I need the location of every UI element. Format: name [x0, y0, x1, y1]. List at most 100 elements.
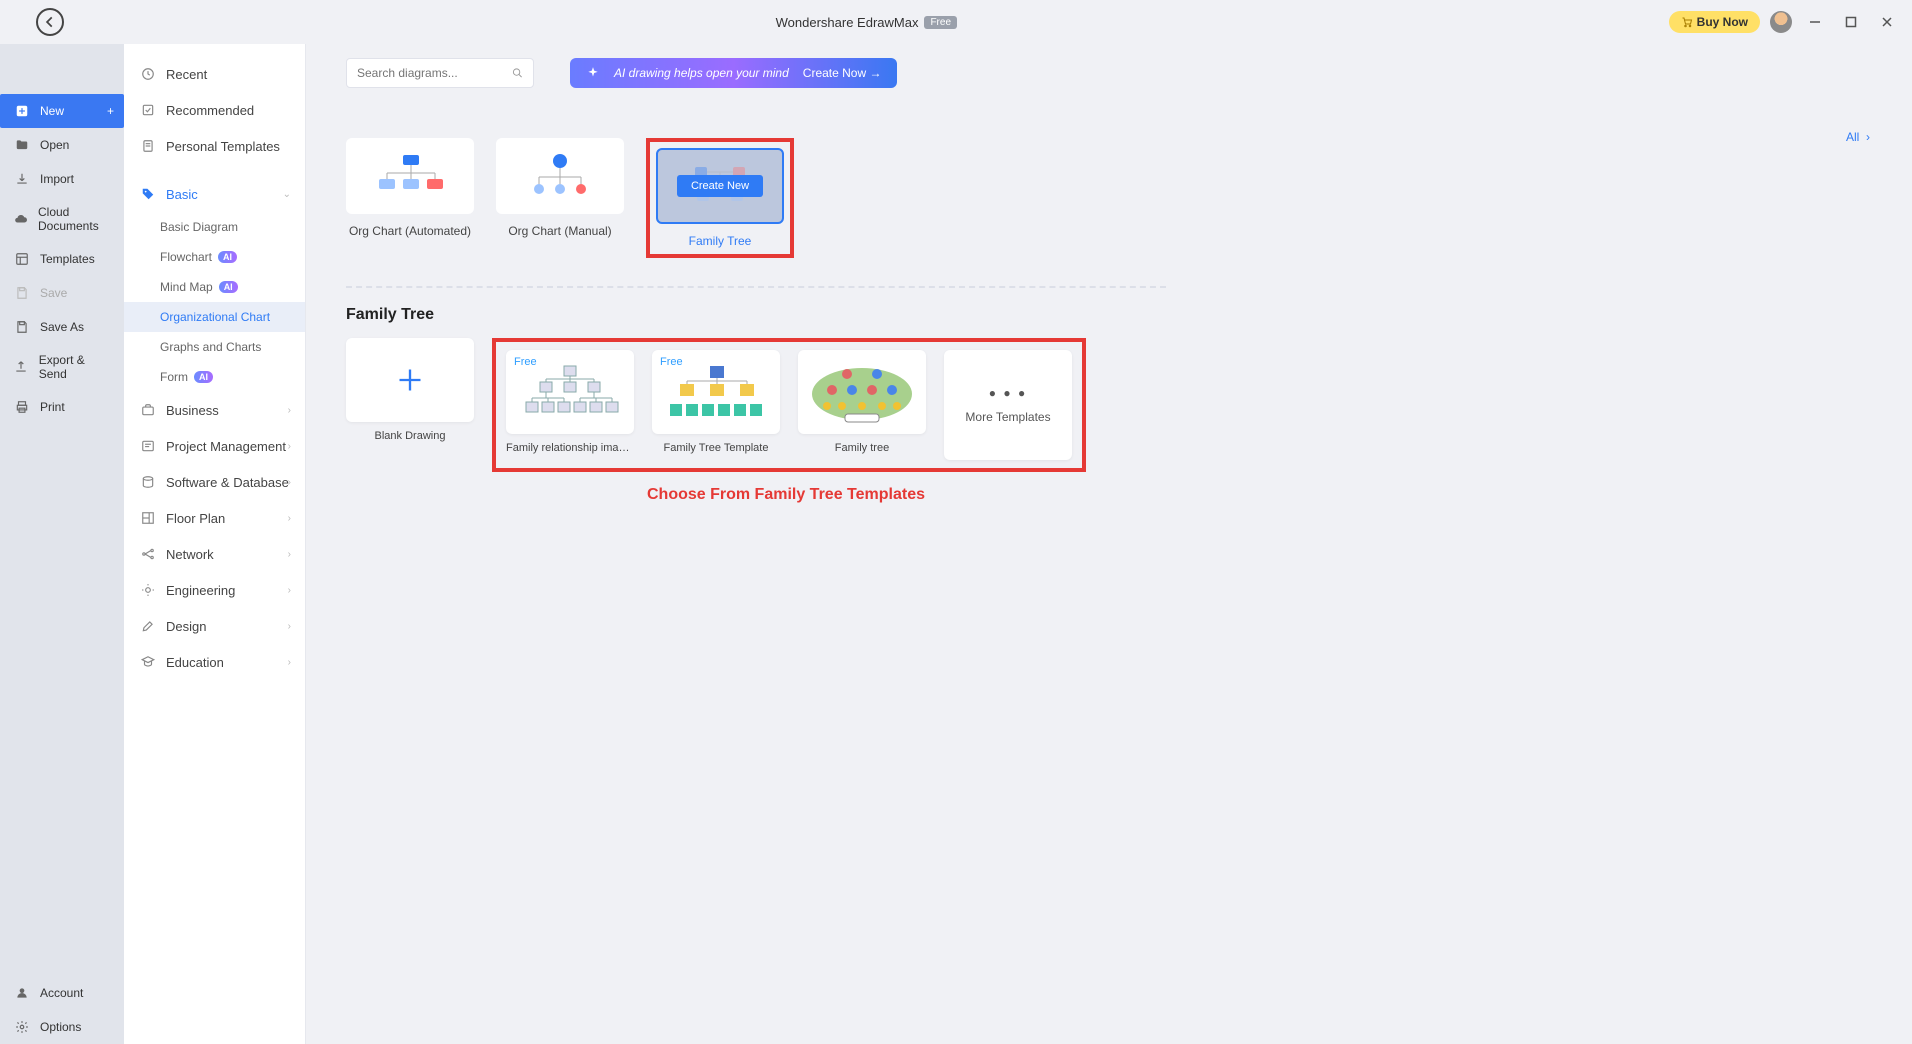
- ai-badge: AI: [218, 251, 237, 263]
- type-thumb: [496, 138, 624, 214]
- nav-label: Basic: [166, 187, 198, 202]
- nav-recommended[interactable]: Recommended: [124, 92, 305, 128]
- sidebar-item-save-as[interactable]: Save As: [0, 310, 124, 344]
- close-button[interactable]: [1874, 9, 1900, 35]
- chevron-right-icon: ›: [288, 657, 291, 668]
- all-link[interactable]: All ›: [1846, 130, 1870, 144]
- type-label: Org Chart (Manual): [496, 224, 624, 238]
- buy-now-button[interactable]: Buy Now: [1669, 11, 1760, 33]
- type-label: Family Tree: [656, 234, 784, 248]
- search-box[interactable]: [346, 58, 534, 88]
- separator: [346, 286, 1166, 288]
- sidebar-item-account[interactable]: Account: [0, 976, 124, 1010]
- nav-sub-mindmap[interactable]: Mind MapAI: [124, 272, 305, 302]
- highlight-annotation: Create New Family Tree: [646, 138, 794, 258]
- app-title: Wondershare EdrawMax: [776, 15, 919, 30]
- doc-icon: [140, 138, 156, 154]
- network-icon: [140, 546, 156, 562]
- database-icon: [140, 474, 156, 490]
- type-org-chart-automated[interactable]: Org Chart (Automated): [346, 138, 474, 258]
- chevron-right-icon: ›: [288, 585, 291, 596]
- nav-engineering[interactable]: Engineering›: [124, 572, 305, 608]
- ai-badge: AI: [219, 281, 238, 293]
- template-blank[interactable]: Blank Drawing: [346, 338, 474, 442]
- sidebar-item-options[interactable]: Options: [0, 1010, 124, 1044]
- sidebar-label: Account: [40, 986, 83, 1000]
- nav-personal-templates[interactable]: Personal Templates: [124, 128, 305, 164]
- maximize-button[interactable]: [1838, 9, 1864, 35]
- nav-education[interactable]: Education›: [124, 644, 305, 680]
- search-input[interactable]: [357, 66, 512, 80]
- more-templates[interactable]: ● ● ● More Templates: [944, 350, 1072, 460]
- sidebar-label: Options: [40, 1020, 81, 1034]
- nav-label: Recommended: [166, 103, 254, 118]
- highlight-annotation-templates: Free Family relationship image ... Free …: [492, 338, 1086, 472]
- nav-basic[interactable]: Basic ⌄: [124, 176, 305, 212]
- sidebar-label: Export & Send: [39, 353, 110, 381]
- sidebar-item-print[interactable]: Print: [0, 390, 124, 424]
- sidebar-item-templates[interactable]: Templates: [0, 242, 124, 276]
- cloud-icon: [14, 211, 28, 227]
- file-sidebar: New + Open Import Cloud Documents Templa…: [0, 44, 124, 1044]
- back-button[interactable]: [36, 8, 64, 36]
- template-thumb: [346, 338, 474, 422]
- nav-sub-org-chart[interactable]: Organizational Chart: [124, 302, 305, 332]
- save-icon: [14, 285, 30, 301]
- clock-icon: [140, 66, 156, 82]
- chevron-right-icon: ›: [288, 549, 291, 560]
- chevron-right-icon: ›: [288, 405, 291, 416]
- engineering-icon: [140, 582, 156, 598]
- nav-sub-graphs[interactable]: Graphs and Charts: [124, 332, 305, 362]
- type-family-tree[interactable]: Create New Family Tree: [656, 148, 784, 248]
- category-sidebar: Recent Recommended Personal Templates Ba…: [124, 44, 306, 1044]
- template-family-relationship[interactable]: Free Family relationship image ...: [506, 350, 634, 460]
- template-label: Family tree: [798, 442, 926, 454]
- dots-icon: ● ● ●: [989, 386, 1027, 400]
- nav-software-database[interactable]: Software & Database›: [124, 464, 305, 500]
- type-thumb: [346, 138, 474, 214]
- nav-recent[interactable]: Recent: [124, 56, 305, 92]
- sparkle-icon: [586, 66, 600, 80]
- minimize-button[interactable]: [1802, 9, 1828, 35]
- briefcase-icon: [140, 402, 156, 418]
- nav-floor-plan[interactable]: Floor Plan›: [124, 500, 305, 536]
- template-family-tree[interactable]: Family tree: [798, 350, 926, 460]
- more-templates-label: More Templates: [965, 410, 1050, 424]
- nav-sub-basic-diagram[interactable]: Basic Diagram: [124, 212, 305, 242]
- sidebar-label: Open: [40, 138, 69, 152]
- search-icon: [512, 66, 523, 80]
- template-family-tree-template[interactable]: Free Family Tree Template: [652, 350, 780, 460]
- main-content: AI drawing helps open your mind Create N…: [306, 44, 1912, 1044]
- nav-network[interactable]: Network ›: [124, 536, 305, 572]
- create-new-button[interactable]: Create New: [677, 175, 763, 197]
- template-label: Family Tree Template: [652, 442, 780, 454]
- sidebar-item-new[interactable]: New +: [0, 94, 124, 128]
- user-avatar[interactable]: [1770, 11, 1792, 33]
- nav-project-management[interactable]: Project Management›: [124, 428, 305, 464]
- tag-icon: [140, 186, 156, 202]
- sidebar-item-open[interactable]: Open: [0, 128, 124, 162]
- template-thumb: Free: [506, 350, 634, 434]
- sidebar-item-cloud[interactable]: Cloud Documents: [0, 196, 124, 242]
- template-label: Family relationship image ...: [506, 442, 634, 454]
- nav-label: Software & Database: [166, 475, 289, 490]
- sidebar-item-import[interactable]: Import: [0, 162, 124, 196]
- chevron-right-icon: ›: [288, 513, 291, 524]
- sidebar-item-export[interactable]: Export & Send: [0, 344, 124, 390]
- buy-now-label: Buy Now: [1697, 15, 1748, 29]
- nav-sub-flowchart[interactable]: FlowchartAI: [124, 242, 305, 272]
- star-icon: [140, 102, 156, 118]
- nav-label: Network: [166, 547, 214, 562]
- type-org-chart-manual[interactable]: Org Chart (Manual): [496, 138, 624, 258]
- nav-design[interactable]: Design›: [124, 608, 305, 644]
- create-now-link[interactable]: Create Now →: [803, 66, 882, 80]
- nav-sub-form[interactable]: FormAI: [124, 362, 305, 392]
- template-thumb: [798, 350, 926, 434]
- section-title: Family Tree: [346, 306, 1872, 324]
- ai-banner[interactable]: AI drawing helps open your mind Create N…: [570, 58, 897, 88]
- folder-icon: [14, 137, 30, 153]
- nav-business[interactable]: Business›: [124, 392, 305, 428]
- design-icon: [140, 618, 156, 634]
- type-label: Org Chart (Automated): [346, 224, 474, 238]
- template-label: Blank Drawing: [346, 430, 474, 442]
